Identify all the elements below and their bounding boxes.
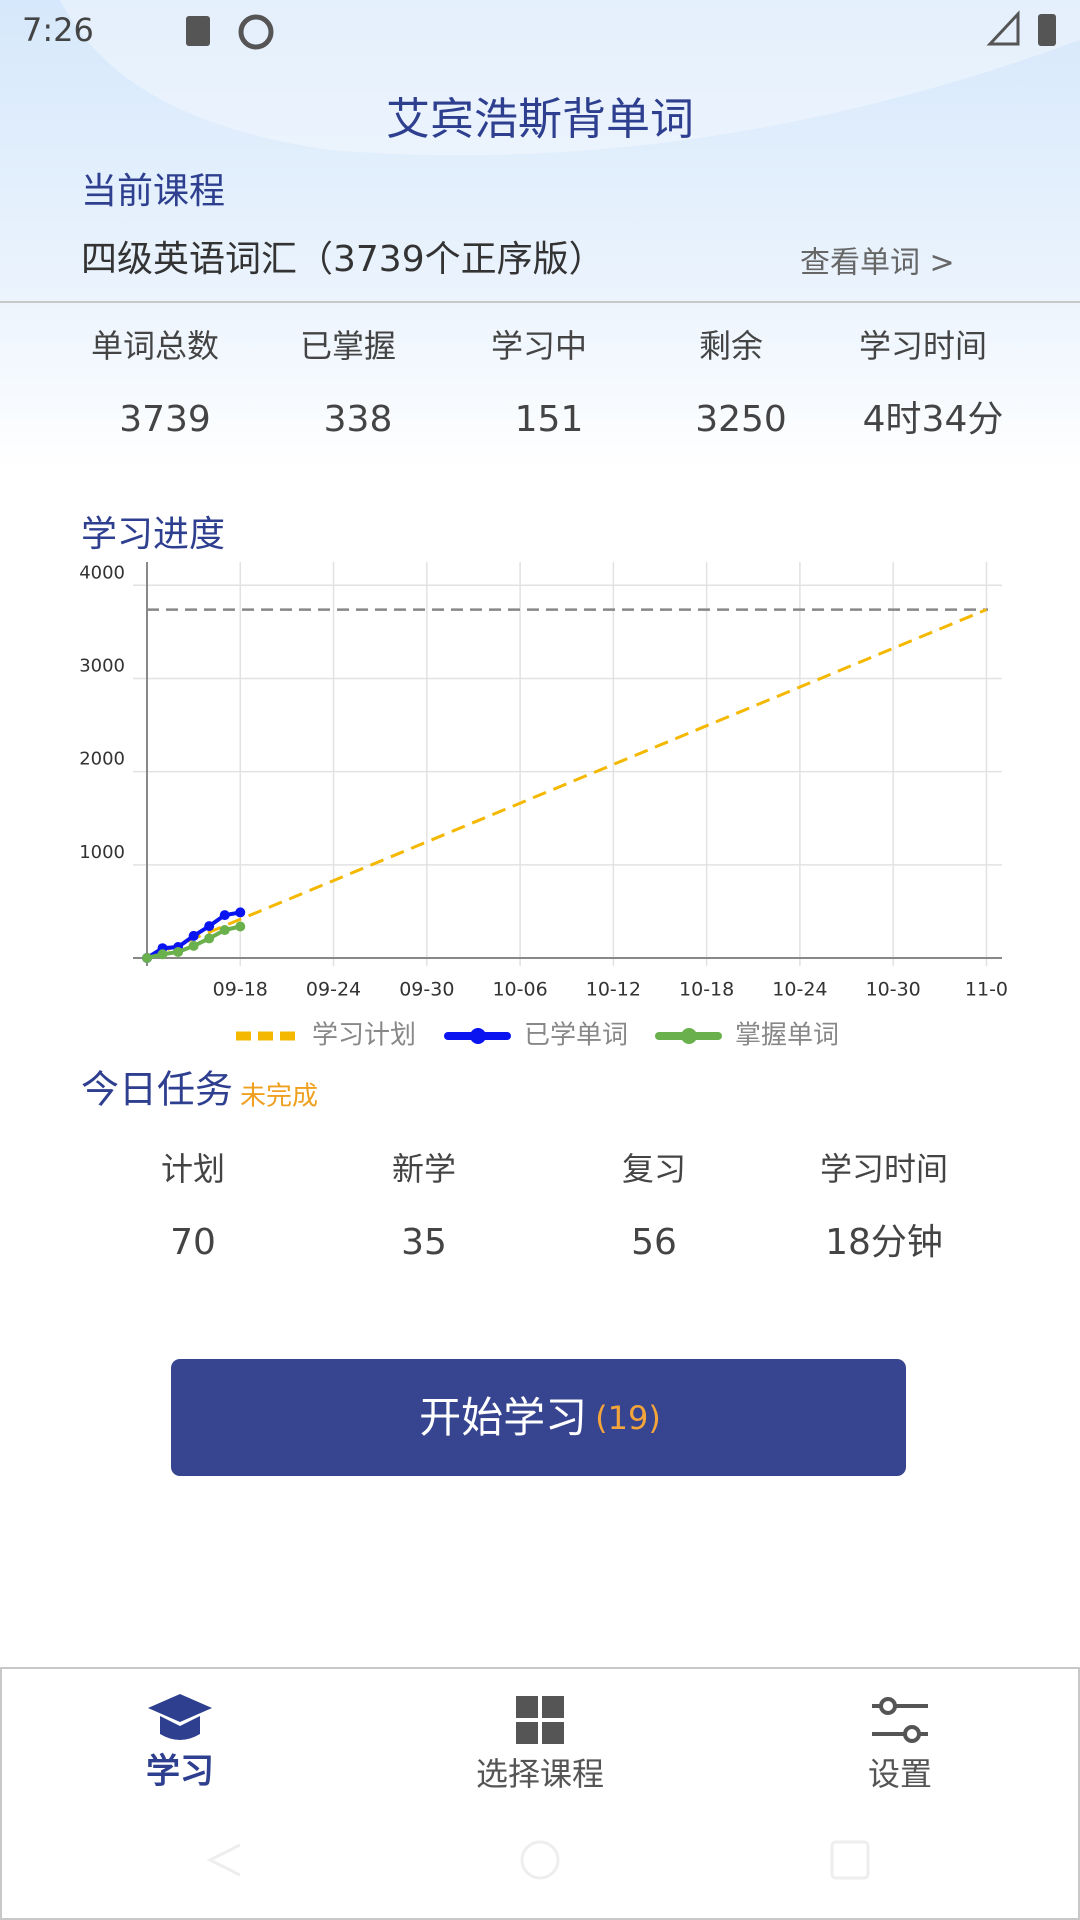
task-label: 学习时间	[820, 1150, 948, 1188]
chart: 1000 2000 3000 4000 09-18 09-24 09-30 10-06 10-1…	[79, 562, 1008, 1051]
task-label: 新学	[392, 1150, 456, 1188]
y-tick-label: 4000	[79, 562, 125, 583]
data-point	[235, 907, 246, 918]
task-label: 复习	[622, 1150, 686, 1188]
stat-value: 3250	[695, 399, 787, 440]
course-name[interactable]: 四级英语词汇（3739个正序版）	[81, 239, 605, 280]
data-point	[204, 933, 215, 944]
data-point	[219, 925, 230, 936]
data-point	[173, 946, 184, 957]
view-words-link[interactable]: 查看单词 >	[800, 246, 955, 281]
nav-study[interactable]: 学习	[146, 1752, 214, 1792]
stat-label: 已掌握	[300, 327, 396, 365]
data-point	[235, 921, 246, 932]
legend-swatch-dot	[681, 1028, 697, 1044]
x-tick-label: 09-18	[213, 979, 268, 1001]
status-time: 7:26	[22, 11, 94, 49]
nav-icon-settings[interactable]	[872, 1697, 928, 1743]
app-title: 艾宾浩斯背单词	[386, 94, 694, 145]
header-background	[0, 0, 1080, 470]
legend-label: 已学单词	[524, 1021, 628, 1051]
status-signal-icon	[986, 10, 1020, 46]
start-button[interactable]	[171, 1359, 906, 1476]
today-status: 未完成	[240, 1082, 318, 1112]
y-tick-label: 1000	[79, 842, 125, 863]
stat-value: 338	[324, 399, 393, 440]
course-label: 当前课程	[81, 171, 225, 212]
stat-value: 3739	[119, 399, 211, 440]
x-tick-label: 10-30	[866, 979, 921, 1001]
x-tick-label: 10-18	[679, 979, 734, 1001]
task-value: 18分钟	[825, 1222, 943, 1263]
nav-icon-courses[interactable]	[516, 1696, 564, 1744]
stat-value: 4时34分	[863, 399, 1004, 440]
nav-settings[interactable]: 设置	[868, 1755, 932, 1793]
nav-icon-study[interactable]	[148, 1694, 212, 1740]
x-tick-label: 10-06	[492, 979, 547, 1001]
y-tick-label: 3000	[79, 655, 125, 676]
stat-label: 学习中	[491, 327, 587, 365]
status-sync-icon	[238, 14, 274, 50]
data-point	[219, 910, 230, 921]
task-value: 70	[170, 1222, 216, 1263]
series-line	[146, 608, 988, 960]
data-point	[204, 921, 215, 932]
data-point	[142, 953, 152, 963]
task-value: 35	[401, 1222, 447, 1263]
legend-label: 学习计划	[312, 1021, 416, 1051]
start-button-text[interactable]: 开始学习 (19)	[419, 1393, 661, 1442]
data-point	[188, 930, 199, 941]
stat-label: 剩余	[699, 327, 763, 365]
today-title: 今日任务	[81, 1068, 233, 1112]
start-button-label[interactable]: 开始学习	[419, 1393, 587, 1442]
task-value: 56	[631, 1222, 677, 1263]
chart-title: 学习进度	[81, 514, 225, 555]
stat-label: 学习时间	[859, 327, 987, 365]
x-tick-label: 11-0	[965, 979, 1008, 1001]
stat-value: 151	[515, 399, 584, 440]
header-decoration	[60, 0, 1080, 156]
y-tick-label: 2000	[79, 749, 125, 770]
stat-label: 单词总数	[91, 327, 219, 365]
x-tick-label: 10-24	[772, 979, 827, 1001]
task-label: 计划	[161, 1150, 225, 1188]
x-tick-label: 10-12	[586, 979, 641, 1001]
x-tick-label: 09-30	[399, 979, 454, 1001]
legend-label: 掌握单词	[735, 1021, 839, 1051]
data-point	[188, 940, 199, 951]
gesture-nav	[206, 1840, 870, 1880]
status-sd-icon	[186, 16, 210, 46]
start-button-count[interactable]: (19)	[595, 1399, 661, 1437]
legend-swatch-dot	[470, 1028, 486, 1044]
nav-courses[interactable]: 选择课程	[476, 1755, 604, 1793]
status-battery-icon	[1038, 14, 1056, 46]
data-point	[157, 949, 168, 960]
x-tick-label: 09-24	[306, 979, 361, 1001]
